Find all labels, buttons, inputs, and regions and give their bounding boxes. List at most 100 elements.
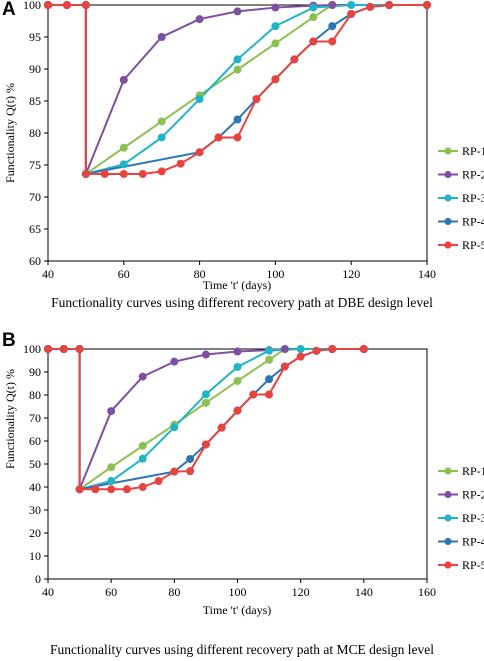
- chart-b-line-rp-5: [48, 348, 364, 491]
- chart-panel-mce: Functionality Q(t) % Time 't' (days) 0 10…: [3, 342, 484, 617]
- chart-a-legend-label-rp-1: RP-1: [462, 144, 484, 158]
- chart-a-point-rp-5: [138, 169, 147, 178]
- chart-b-ytick-label: 90: [29, 365, 41, 379]
- chart-a-point-rp-4: [328, 22, 337, 31]
- chart-b-point-rp-3: [170, 423, 179, 432]
- chart-a-xtick-label: 100: [266, 267, 284, 281]
- chart-b-legend-marker-rp-2: [444, 490, 452, 499]
- chart-b-point-rp-3: [107, 477, 116, 486]
- chart-a-point-rp-1: [309, 13, 318, 22]
- chart-a-point-rp-5: [195, 148, 204, 157]
- chart-a-ylabel: Functionality Q(t) %: [3, 83, 17, 183]
- chart-a-point-rp-2: [233, 7, 242, 16]
- chart-a-legend-label-rp-3: RP-3: [462, 191, 484, 205]
- chart-b-xlabel: Time 't' (days): [203, 603, 272, 617]
- chart-b-point-rp-1: [233, 376, 242, 385]
- chart-b-point-rp-2: [233, 347, 242, 356]
- chart-a-point-rp-3: [195, 95, 204, 104]
- chart-a-point-rp-1: [233, 65, 242, 74]
- chart-a-line-rp-3: [48, 4, 427, 176]
- chart-b-point-rp-3: [201, 390, 210, 399]
- chart-a-point-rp-5: [81, 169, 90, 178]
- chart-b-ytick-label: 70: [29, 411, 41, 425]
- chart-b-point-rp-1: [201, 398, 210, 407]
- chart-a-point-rp-5: [422, 1, 431, 9]
- chart-b-ytick-label: 50: [29, 457, 41, 471]
- chart-b-legend-marker-rp-1: [444, 467, 452, 475]
- chart-b-point-rp-2: [201, 350, 210, 359]
- chart-b-point-rp-3: [233, 362, 242, 371]
- chart-a-point-rp-5: [44, 1, 53, 9]
- chart-a-point-rp-3: [119, 160, 128, 169]
- chart-a-point-rp-1: [119, 143, 128, 152]
- chart-b-legend-label-rp-1: RP-1: [462, 464, 484, 478]
- chart-a-point-rp-3: [347, 1, 356, 9]
- chart-b-point-rp-5: [170, 467, 179, 476]
- chart-a-legend-marker-rp-2: [444, 170, 452, 179]
- chart-b-xtick-label: 140: [355, 585, 373, 599]
- chart-b-point-rp-5: [138, 482, 147, 491]
- chart-b-point-rp-5: [122, 485, 131, 494]
- chart-b-legend-marker-rp-5: [444, 561, 452, 569]
- chart-b-ytick-label: 80: [29, 388, 41, 402]
- chart-b-legend-label-rp-5: RP-5: [462, 558, 484, 572]
- chart-panel-dbe: Functionality Q(t) % Time 't' (days) 60 6…: [3, 0, 484, 292]
- chart-a-point-rp-5: [385, 1, 394, 9]
- chart-a-legend-marker-rp-3: [444, 194, 452, 202]
- chart-a-point-rp-5: [366, 2, 375, 11]
- chart-a-point-rp-5: [328, 37, 337, 46]
- chart-b-point-rp-1: [265, 355, 274, 364]
- chart-b-xtick-label: 160: [418, 585, 436, 599]
- chart-a-ytick-label: 85: [29, 94, 41, 108]
- chart-b-point-rp-5: [186, 467, 195, 476]
- chart-b-point-rp-5: [107, 485, 116, 494]
- chart-a-point-rp-5: [176, 159, 185, 168]
- chart-a-ytick-label: 60: [29, 254, 41, 268]
- panel-label-a: A: [2, 0, 16, 20]
- chart-a-point-rp-5: [81, 1, 90, 9]
- chart-b-point-rp-5: [75, 485, 84, 494]
- chart-b-legend-label-rp-3: RP-3: [462, 511, 484, 525]
- chart-b-legend-marker-rp-3: [444, 514, 452, 522]
- chart-a-xlabel: Time 't' (days): [203, 278, 272, 292]
- chart-a-point-rp-5: [157, 167, 166, 176]
- chart-b-xtick-label: 60: [105, 585, 117, 599]
- chart-a-legend-label-rp-2: RP-2: [462, 168, 484, 182]
- chart-a-ytick-label: 95: [29, 30, 41, 44]
- chart-b-line-rp-1: [48, 348, 364, 492]
- chart-a-line-rp-4: [48, 4, 427, 176]
- chart-a-ytick-label: 100: [23, 0, 41, 12]
- chart-a-xtick-label: 140: [418, 267, 436, 281]
- chart-a-line-rp-5: [48, 4, 427, 175]
- chart-b-line-rp-3: [48, 348, 364, 491]
- chart-a-point-rp-3: [309, 3, 318, 12]
- chart-b-point-rp-5: [249, 390, 258, 399]
- chart-b-point-rp-4: [186, 454, 195, 463]
- chart-b-xtick-label: 40: [42, 585, 54, 599]
- chart-b-point-rp-2: [107, 407, 116, 416]
- chart-b-point-rp-2: [138, 372, 147, 381]
- chart-b-ytick-label: 60: [29, 434, 41, 448]
- chart-b-ytick-label: 30: [29, 503, 41, 517]
- chart-b-point-rp-5: [280, 362, 289, 371]
- chart-a-point-rp-5: [100, 169, 109, 178]
- chart-b-point-rp-3: [138, 454, 147, 463]
- chart-a-ytick-label: 70: [29, 190, 41, 204]
- chart-b-point-rp-5: [91, 485, 100, 494]
- chart-b-point-rp-5: [233, 406, 242, 415]
- chart-a-point-rp-3: [233, 55, 242, 64]
- chart-a-point-rp-3: [157, 133, 166, 142]
- chart-a-line-rp-2: [48, 4, 427, 175]
- chart-b-ytick-label: 100: [23, 342, 41, 356]
- chart-a-point-rp-4: [233, 115, 242, 124]
- chart-a-legend-marker-rp-5: [444, 241, 452, 249]
- caption-mce: Functionality curves using different rec…: [49, 642, 435, 657]
- chart-b-point-rp-5: [296, 352, 305, 361]
- chart-b-point-rp-5: [59, 344, 68, 353]
- chart-a-point-rp-3: [271, 22, 280, 31]
- caption-dbe: Functionality curves using different rec…: [51, 295, 433, 310]
- chart-a-legend-label-rp-5: RP-5: [462, 238, 484, 252]
- chart-b-point-rp-3: [265, 346, 274, 355]
- chart-b-point-rp-2: [280, 344, 289, 353]
